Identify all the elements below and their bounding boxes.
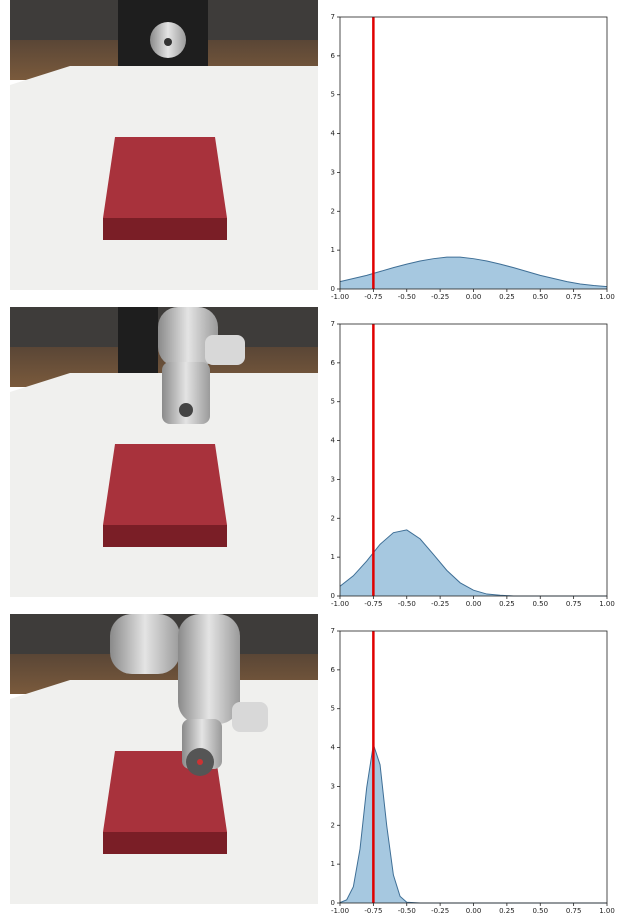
x-tick-label: 1.00 xyxy=(599,907,615,915)
y-tick-label: 1 xyxy=(331,860,335,868)
x-tick-label: -0.75 xyxy=(364,600,382,608)
x-tick-label: -0.25 xyxy=(431,600,449,608)
y-tick-label: 2 xyxy=(331,821,335,829)
y-tick-label: 4 xyxy=(331,437,336,445)
x-tick-label: -0.50 xyxy=(398,907,416,915)
x-tick-label: 0.25 xyxy=(499,600,515,608)
y-tick-label: 0 xyxy=(331,285,335,293)
x-tick-label: 0.50 xyxy=(532,293,548,301)
y-tick-label: 4 xyxy=(331,744,336,752)
y-tick-label: 0 xyxy=(331,592,335,600)
y-tick-label: 2 xyxy=(331,207,335,215)
x-tick-label: 0.50 xyxy=(532,600,548,608)
y-tick-label: 3 xyxy=(331,782,335,790)
x-tick-label: -0.50 xyxy=(398,293,416,301)
x-tick-label: 0.00 xyxy=(466,907,482,915)
y-tick-label: 1 xyxy=(331,553,335,561)
scene-3 xyxy=(10,614,318,904)
x-tick-label: 1.00 xyxy=(599,293,615,301)
x-tick-label: -1.00 xyxy=(331,293,349,301)
density-area xyxy=(340,530,607,596)
y-tick-label: 6 xyxy=(331,666,336,674)
density-area xyxy=(340,257,607,289)
x-tick-label: 0.75 xyxy=(566,600,582,608)
scene-1 xyxy=(10,0,318,290)
x-tick-label: 0.50 xyxy=(532,907,548,915)
y-tick-label: 4 xyxy=(331,130,336,138)
x-tick-label: -0.75 xyxy=(364,293,382,301)
x-tick-label: 0.25 xyxy=(499,293,515,301)
y-tick-label: 5 xyxy=(331,398,335,406)
y-tick-label: 5 xyxy=(331,705,335,713)
plot-frame xyxy=(340,17,607,289)
figure: 0 1 2 3 4 5 6 7 -1.00 -0.75 -0.50 -0.25 0.00 0.25 0.50… xyxy=(0,0,623,922)
y-tick-label: 7 xyxy=(331,320,335,328)
scene-2 xyxy=(10,307,318,597)
x-tick-label: -0.50 xyxy=(398,600,416,608)
y-tick-label: 0 xyxy=(331,899,335,907)
x-tick-label: 0.25 xyxy=(499,907,515,915)
y-tick-label: 6 xyxy=(331,359,336,367)
x-tick-label: -1.00 xyxy=(331,600,349,608)
y-tick-label: 2 xyxy=(331,514,335,522)
y-tick-label: 1 xyxy=(331,246,335,254)
x-tick-label: -0.25 xyxy=(431,907,449,915)
y-tick-label: 3 xyxy=(331,475,335,483)
x-tick-label: -0.25 xyxy=(431,293,449,301)
x-tick-label: 0.75 xyxy=(566,907,582,915)
x-tick-label: 1.00 xyxy=(599,600,615,608)
x-tick-label: -1.00 xyxy=(331,907,349,915)
x-tick-label: -0.75 xyxy=(364,907,382,915)
x-tick-label: 0.75 xyxy=(566,293,582,301)
y-tick-label: 7 xyxy=(331,13,335,21)
y-tick-label: 5 xyxy=(331,91,335,99)
y-tick-label: 3 xyxy=(331,168,335,176)
y-tick-label: 7 xyxy=(331,627,335,635)
x-tick-label: 0.00 xyxy=(466,293,482,301)
y-tick-label: 6 xyxy=(331,52,336,60)
x-tick-label: 0.00 xyxy=(466,600,482,608)
